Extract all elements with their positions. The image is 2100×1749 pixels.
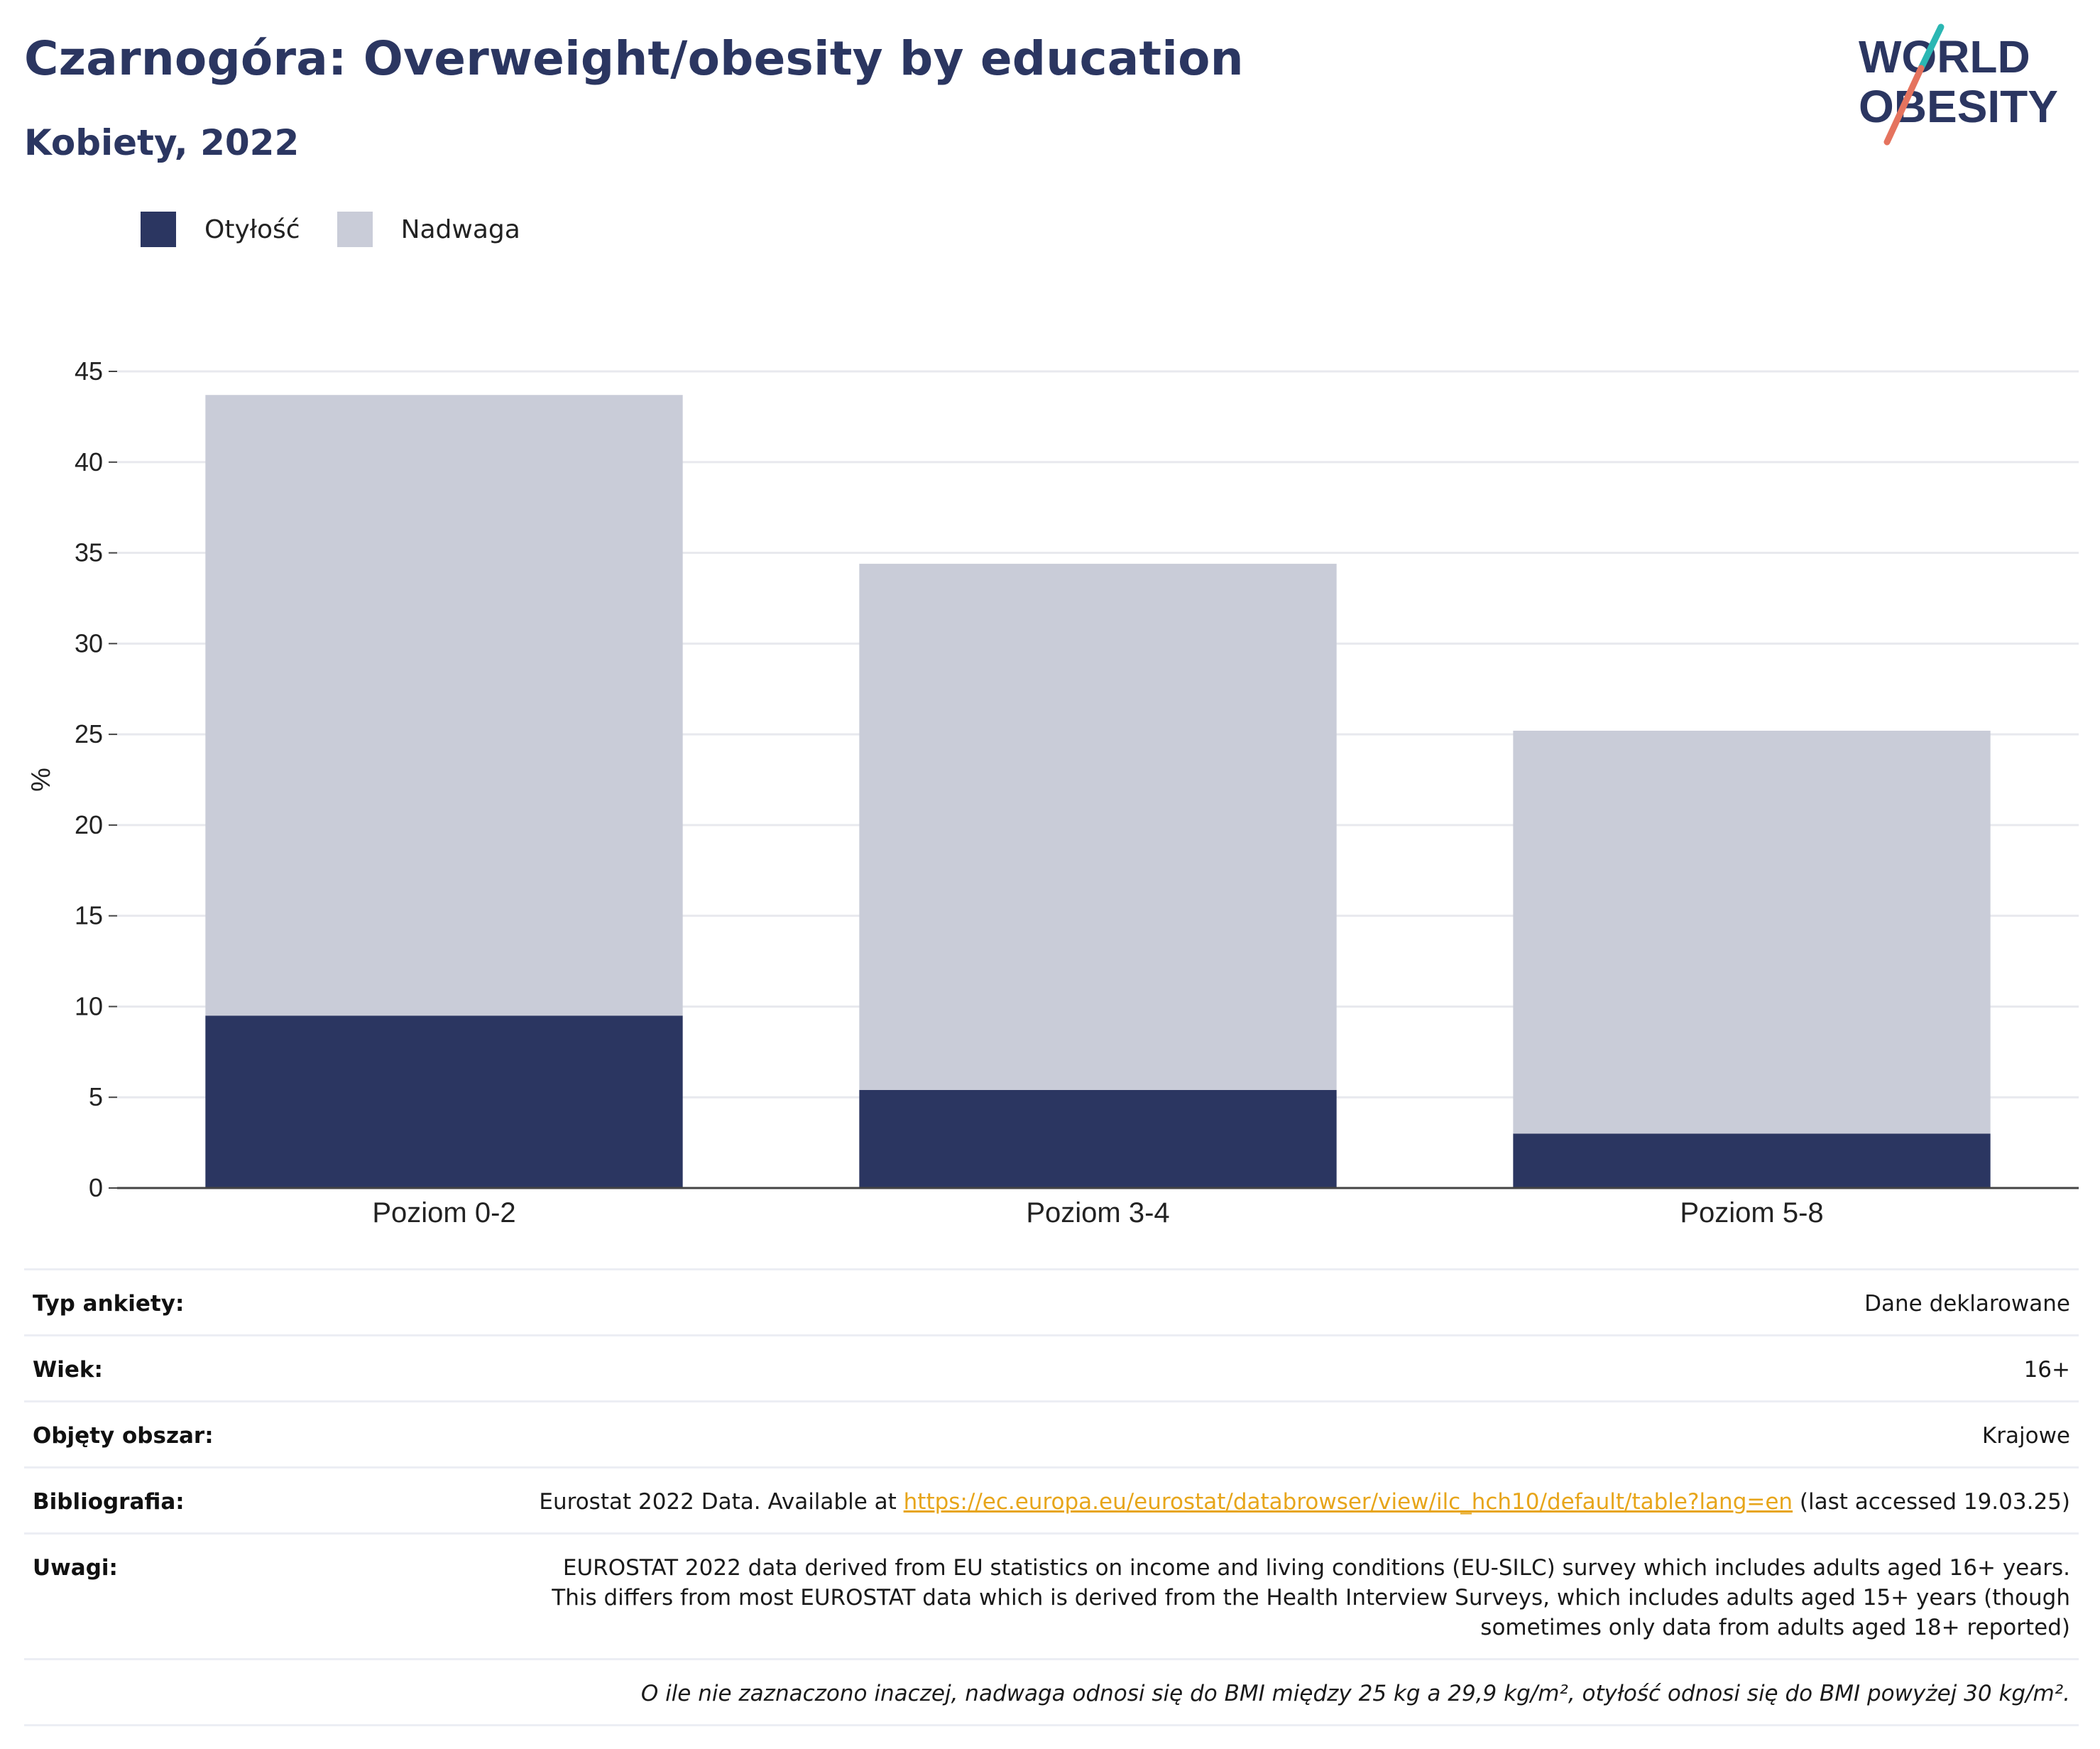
y-axis-label: %: [26, 768, 56, 792]
info-value-bibliography: Eurostat 2022 Data. Available at https:/…: [539, 1487, 2070, 1517]
bar-overweight: [859, 563, 1337, 1090]
y-tick-label: 45: [75, 356, 103, 386]
legend-item-obesity[interactable]: Otyłość: [141, 212, 300, 247]
info-row-survey-type: Typ ankiety: Dane deklarowane: [24, 1268, 2079, 1334]
info-label-age: Wiek:: [33, 1357, 103, 1383]
y-tick-label: 40: [75, 447, 103, 476]
info-value-age: 16+: [2023, 1357, 2070, 1383]
info-value-survey-type: Dane deklarowane: [1864, 1291, 2070, 1317]
info-value-area: Krajowe: [1981, 1423, 2070, 1449]
y-tick-label: 30: [75, 628, 103, 658]
logo-word-world: WORLD: [1859, 31, 2030, 82]
y-tick-label: 35: [75, 538, 103, 567]
info-label-area: Objęty obszar:: [33, 1423, 214, 1449]
legend-swatch-overweight: [337, 212, 373, 247]
bar-overweight: [205, 395, 683, 1016]
bar-obesity: [859, 1090, 1337, 1188]
info-label-notes: Uwagi:: [33, 1555, 118, 1581]
info-row-notes: Uwagi: EUROSTAT 2022 data derived from E…: [24, 1532, 2079, 1658]
y-tick-label: 5: [89, 1082, 103, 1111]
info-row-area: Objęty obszar: Krajowe: [24, 1400, 2079, 1466]
x-tick-label: Poziom 5-8: [1680, 1197, 1823, 1228]
legend-swatch-obesity: [141, 212, 176, 247]
footnote-text: O ile nie zaznaczono inaczej, nadwaga od…: [640, 1681, 2070, 1706]
chart-title: Czarnogóra: Overweight/obesity by educat…: [24, 31, 1244, 86]
info-value-notes: EUROSTAT 2022 data derived from EU stati…: [552, 1555, 2070, 1640]
info-row-bibliography: Bibliografia: Eurostat 2022 Data. Availa…: [24, 1466, 2079, 1532]
bar-obesity: [1513, 1133, 1991, 1188]
chart-subtitle: Kobiety, 2022: [24, 122, 300, 163]
bibliography-accessed: (last accessed 19.03.25): [1793, 1489, 2070, 1515]
y-tick-label: 20: [75, 810, 103, 839]
info-row-age: Wiek: 16+: [24, 1334, 2079, 1400]
world-obesity-logo: WORLD OBESITY: [1859, 23, 2058, 146]
y-tick-label: 15: [75, 901, 103, 930]
bibliography-link[interactable]: https://ec.europa.eu/eurostat/databrowse…: [903, 1489, 1793, 1515]
y-tick-label: 10: [75, 991, 103, 1020]
chart-legend: Otyłość Nadwaga: [141, 212, 557, 247]
info-table: Typ ankiety: Dane deklarowane Wiek: 16+ …: [24, 1268, 2079, 1726]
legend-label-overweight: Nadwaga: [400, 214, 520, 244]
info-label-bibliography: Bibliografia:: [33, 1489, 185, 1515]
logo-word-obesity: OBESITY: [1859, 81, 2058, 132]
bar-obesity: [205, 1015, 683, 1188]
info-label-survey-type: Typ ankiety:: [33, 1291, 185, 1317]
logo-slash-teal: [1918, 23, 1945, 72]
bar-overweight: [1513, 731, 1991, 1134]
bar-chart: 0 5 10 15 20 25 30 35 40 45% Poziom 0-2 Poziom 3-4 P…: [26, 356, 2079, 1228]
legend-item-overweight[interactable]: Nadwaga: [337, 212, 520, 247]
y-tick-label: 0: [89, 1173, 103, 1202]
y-tick-label: 25: [75, 719, 103, 748]
legend-label-obesity: Otyłość: [204, 214, 300, 244]
x-tick-label: Poziom 0-2: [372, 1197, 515, 1228]
bibliography-text: Eurostat 2022 Data. Available at: [539, 1489, 904, 1515]
x-tick-label: Poziom 3-4: [1026, 1197, 1169, 1228]
logo-slash-coral: [1883, 65, 1925, 146]
info-footnote: O ile nie zaznaczono inaczej, nadwaga od…: [24, 1658, 2079, 1726]
